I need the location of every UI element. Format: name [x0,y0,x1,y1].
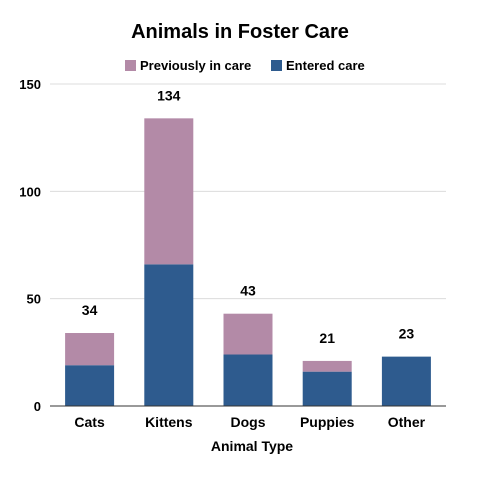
x-tick-label-cats: Cats [74,414,105,430]
bar-puppies-entered-care [302,371,352,406]
y-tick-label-150: 150 [19,77,41,92]
data-label-dogs: 43 [240,283,256,299]
legend-swatch-entered-care [271,60,282,71]
bar-dogs-previously-in-care [223,313,273,355]
x-tick-label-dogs: Dogs [231,414,266,430]
bar-dogs-entered-care [223,354,273,406]
data-label-puppies: 21 [319,330,335,346]
chart-title: Animals in Foster Care [131,21,349,43]
legend-label-entered-care: Entered care [286,58,365,73]
legend-swatch-previously-in-care [125,60,136,71]
data-label-other: 23 [399,326,415,342]
legend-label-previously-in-care: Previously in care [140,58,251,73]
bar-kittens-entered-care [144,264,194,406]
data-label-cats: 34 [82,302,98,318]
legend: Previously in care Entered care [125,58,365,73]
bar-puppies-previously-in-care [302,360,352,372]
data-labels: 34 134 43 21 23 [82,87,415,346]
x-tick-label-kittens: Kittens [145,414,193,430]
y-tick-label-100: 100 [19,184,41,199]
data-label-kittens: 134 [157,87,181,103]
bar-cats-entered-care [65,365,115,406]
x-axis-tick-labels: Cats Kittens Dogs Puppies Other [74,414,425,430]
bar-other-entered-care [381,356,431,406]
x-tick-label-puppies: Puppies [300,414,355,430]
x-axis-title: Animal Type [211,438,293,454]
y-tick-label-50: 50 [27,292,41,307]
bar-kittens-previously-in-care [144,118,194,265]
y-axis-tick-labels: 0 50 100 150 [19,77,41,414]
bars [65,118,431,406]
y-tick-label-0: 0 [34,399,41,414]
gridlines [50,83,446,300]
x-tick-label-other: Other [388,414,426,430]
bar-cats-previously-in-care [65,333,115,366]
